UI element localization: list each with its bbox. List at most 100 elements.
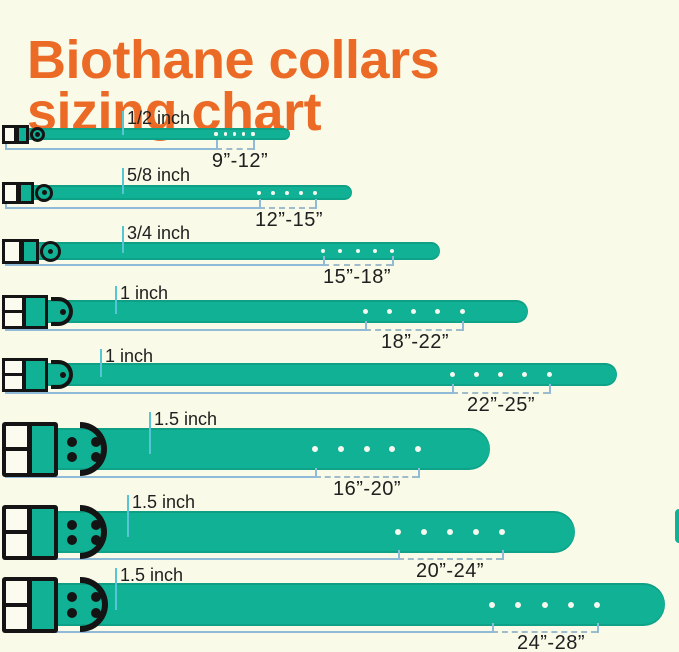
- buckle-pin-dot: [35, 131, 40, 137]
- strap-hole: [363, 446, 370, 452]
- strap-hole: [312, 446, 318, 452]
- buckle-tongue: [32, 580, 54, 629]
- width-label-tick: [149, 412, 151, 455]
- width-label-tick: [115, 568, 117, 610]
- measure-line-solid: [5, 476, 315, 478]
- buckle-cell-bottom: [5, 376, 22, 389]
- measure-line-dashed: [492, 631, 597, 633]
- measure-line-dashed: [398, 558, 502, 560]
- width-label-tick: [122, 111, 124, 136]
- buckle-cell-top: [6, 580, 27, 603]
- buckle-cell-bottom: [6, 534, 27, 556]
- measure-tick: [398, 550, 400, 560]
- buckle-frame: [2, 421, 58, 477]
- buckle-tongue: [23, 241, 36, 261]
- measure-tick: [323, 256, 325, 266]
- strap-hole: [411, 309, 416, 314]
- strap-hole: [515, 601, 522, 608]
- size-range-label: 24”-28”: [517, 632, 585, 652]
- width-label: 1 inch: [105, 346, 154, 366]
- measure-line-dashed: [259, 207, 315, 209]
- strap-fragment: [675, 509, 679, 543]
- measure-tick: [259, 199, 261, 209]
- size-range-label: 18”-22”: [381, 331, 449, 353]
- strap-hole: [567, 601, 574, 608]
- strap-hole: [395, 529, 401, 535]
- rivet-dot: [67, 452, 77, 462]
- buckle-ring: [35, 183, 53, 202]
- buckle-cell-left: [5, 184, 16, 201]
- measure-line-solid: [5, 207, 259, 209]
- measure-tick: [597, 623, 599, 633]
- size-range-label: 15”-18”: [323, 266, 391, 288]
- strap-hole: [473, 372, 479, 377]
- buckle-frame: [2, 238, 39, 264]
- buckle-cell-bottom: [5, 313, 22, 326]
- width-label: 1.5 inch: [132, 492, 196, 512]
- buckle-pin-dot: [60, 371, 66, 378]
- buckle-tongue: [32, 508, 54, 556]
- buckle-cell-top: [5, 360, 22, 373]
- strap-hole: [313, 190, 317, 195]
- strap-hole: [449, 372, 455, 377]
- buckle-dring: [51, 360, 73, 389]
- size-range-label: 20”-24”: [416, 560, 484, 582]
- strap-hole: [498, 372, 503, 377]
- width-label: 1 inch: [120, 283, 169, 303]
- collar-strap: [4, 300, 528, 323]
- strap-hole: [251, 132, 255, 136]
- strap-hole: [372, 249, 377, 253]
- buckle-dring: [51, 297, 73, 326]
- buckle-pin-dot: [48, 248, 53, 254]
- strap-hole: [489, 601, 495, 608]
- buckle-tongue: [32, 425, 54, 473]
- buckle-tongue: [21, 184, 31, 201]
- strap-hole: [321, 249, 325, 253]
- measure-line-solid: [5, 392, 452, 394]
- rivet-dot: [67, 535, 77, 545]
- strap-hole: [285, 190, 289, 195]
- rivet-dot: [67, 520, 77, 530]
- buckle-tongue: [26, 297, 45, 326]
- measure-tick: [502, 550, 504, 560]
- width-label-tick: [100, 349, 102, 378]
- buckle-cell-top: [6, 508, 27, 530]
- size-range-label: 16”-20”: [333, 478, 401, 500]
- strap-hole: [522, 372, 528, 377]
- strap-hole: [541, 601, 548, 608]
- size-range-label: 22”-25”: [467, 394, 535, 416]
- measure-line-dashed: [323, 264, 392, 266]
- strap-hole: [242, 132, 246, 136]
- measure-tick: [253, 140, 255, 150]
- buckle-cell-bottom: [6, 606, 27, 629]
- rivet-dot: [67, 592, 77, 602]
- collar-strap: [4, 242, 440, 260]
- strap-hole: [594, 601, 600, 608]
- strap-hole: [338, 249, 343, 253]
- measure-tick: [549, 384, 551, 394]
- strap-hole: [362, 309, 368, 314]
- measure-line-solid: [5, 631, 492, 633]
- width-label: 3/4 inch: [127, 223, 191, 243]
- width-label-tick: [122, 226, 124, 254]
- measure-tick: [315, 199, 317, 209]
- strap-hole: [390, 249, 394, 253]
- rivet-dot: [67, 437, 77, 447]
- strap-hole: [223, 132, 227, 136]
- width-label: 1/2 inch: [127, 108, 191, 128]
- width-label-tick: [122, 168, 124, 195]
- measure-tick: [392, 256, 394, 266]
- strap-hole: [386, 309, 392, 314]
- measure-tick: [452, 384, 454, 394]
- strap-hole: [355, 249, 360, 253]
- measure-tick: [5, 140, 7, 150]
- measure-tick: [5, 199, 7, 209]
- measure-tick: [365, 321, 367, 331]
- measure-tick: [462, 321, 464, 331]
- measure-line-solid: [5, 558, 398, 560]
- buckle-cell-bottom: [6, 451, 27, 473]
- buckle-cell-top: [5, 297, 22, 310]
- buckle-frame: [2, 181, 34, 204]
- buckle-cell-left: [5, 241, 19, 261]
